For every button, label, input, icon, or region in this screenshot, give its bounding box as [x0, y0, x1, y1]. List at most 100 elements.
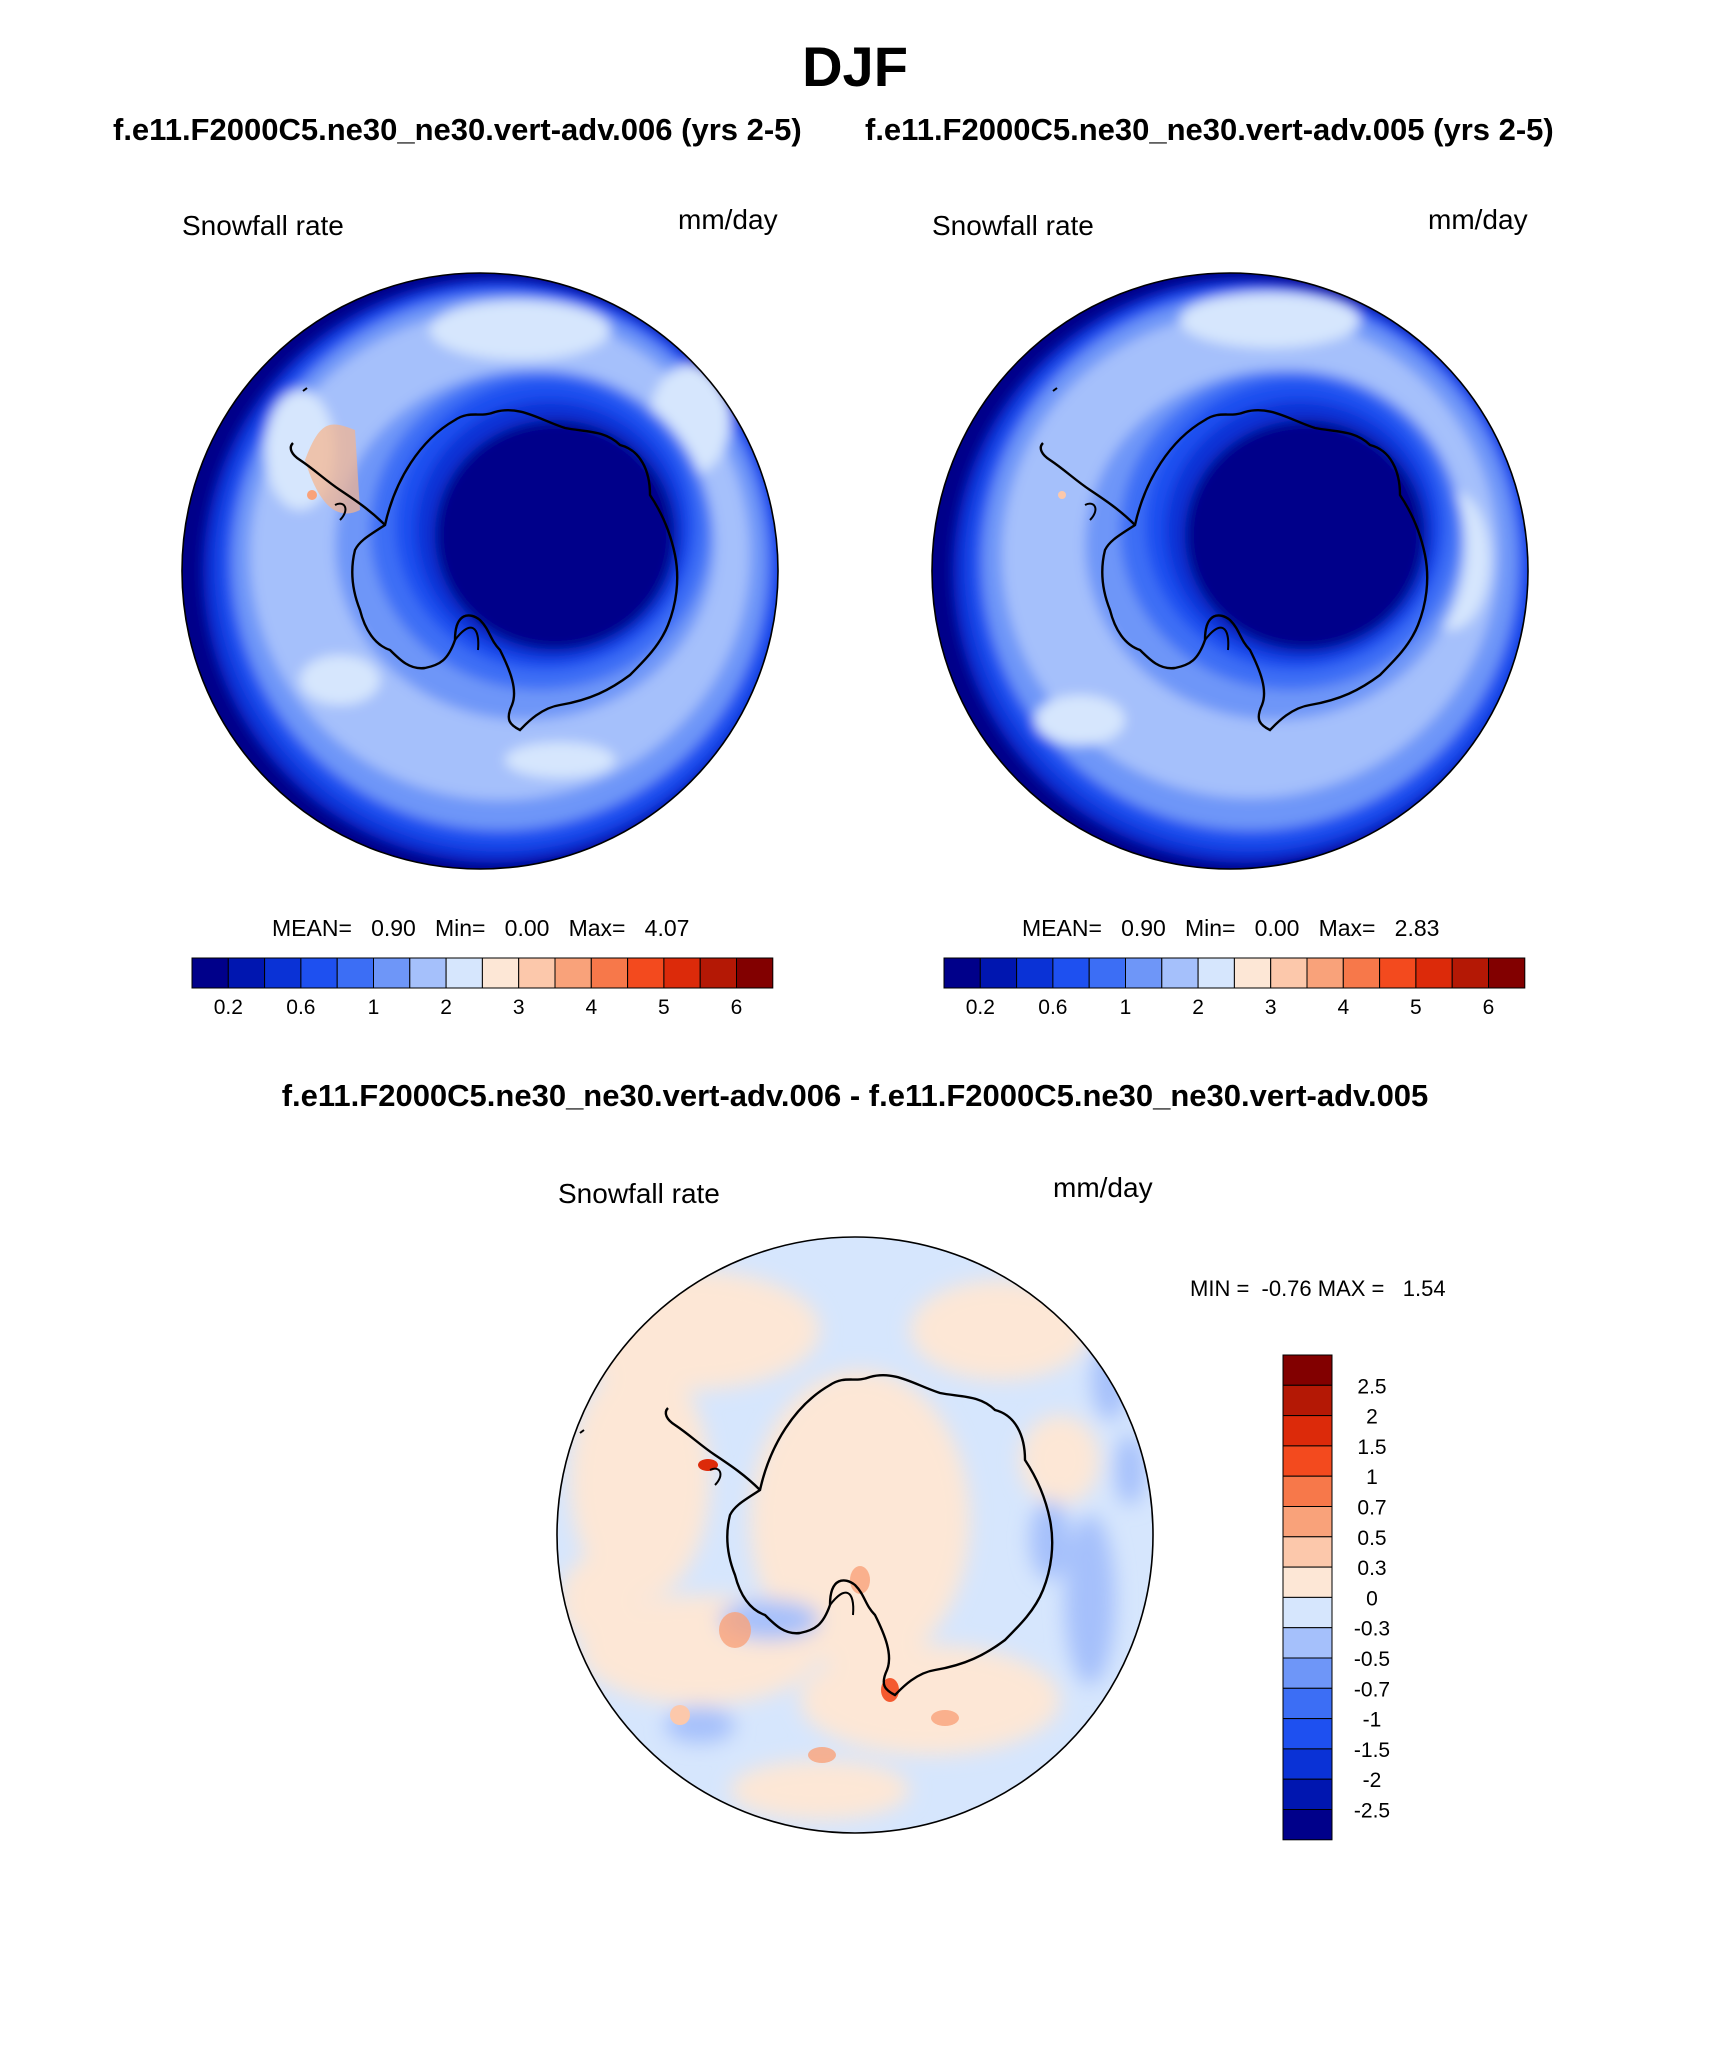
left-panel-units-label: mm/day — [678, 204, 778, 235]
diff-colorbar-tick-label: 0.5 — [1357, 1527, 1386, 1550]
right-colorbar-box — [1488, 957, 1526, 989]
right-max-label: Max= — [1318, 915, 1376, 941]
left-min-value: 0.00 — [504, 915, 550, 941]
diff-colorbar-box — [1282, 1718, 1333, 1750]
diff-colorbar-tick-label: -0.7 — [1354, 1678, 1390, 1701]
right-colorbar-box — [1052, 957, 1090, 989]
diff-colorbar-box — [1282, 1384, 1333, 1417]
diff-colorbar-box — [1282, 1566, 1333, 1598]
diff-minmax-text: MIN = -0.76 MAX = 1.54 — [1190, 1276, 1446, 1301]
diff-colorbar-tick-label: -2.5 — [1354, 1800, 1390, 1823]
right-colorbar-box — [943, 957, 981, 989]
diff-colorbar-box — [1282, 1596, 1333, 1629]
diff-colorbar-tick-label: 0.7 — [1357, 1497, 1386, 1520]
diff-colorbar-box — [1282, 1354, 1333, 1386]
left-colorbar-box — [445, 957, 483, 989]
left-colorbar-tick-label: 0.2 — [214, 996, 243, 1019]
right-colorbar-box — [1088, 957, 1126, 989]
left-colorbar-box — [227, 957, 266, 989]
right-colorbar-box — [979, 957, 1018, 989]
left-case-subtitle: f.e11.F2000C5.ne30_ne30.vert-adv.006 (yr… — [113, 112, 802, 147]
diff-colorbar-box — [1282, 1687, 1333, 1720]
left-colorbar-box — [518, 957, 556, 989]
left-max-label: Max= — [568, 915, 626, 941]
right-colorbar-box — [1415, 957, 1453, 989]
left-max-value: 4.07 — [644, 915, 690, 941]
diff-colorbar-box — [1282, 1778, 1333, 1810]
left-panel-variable-label: Snowfall rate — [182, 210, 344, 241]
diff-colorbar-tick-label: 0 — [1366, 1587, 1378, 1610]
difference-colorbar: 2.5 2 1.5 1 0.7 0.5 0.3 0 -0.3 -0.5 -0.7 -1 -1.5 -2 -2… — [1282, 1354, 1390, 1841]
diff-colorbar-box — [1282, 1475, 1333, 1507]
right-antarctica-coastline — [1101, 409, 1429, 732]
left-colorbar-box — [481, 957, 520, 989]
right-colorbar-box — [1379, 957, 1417, 989]
right-case-subtitle: f.e11.F2000C5.ne30_ne30.vert-adv.005 (yr… — [865, 112, 1554, 147]
right-colorbar-tick-label: 4 — [1337, 996, 1349, 1019]
left-colorbar-box — [663, 957, 701, 989]
diff-colorbar-tick-label: 1 — [1366, 1466, 1378, 1489]
difference-polar-map — [556, 1236, 1154, 1834]
left-colorbar-box — [264, 957, 302, 989]
right-min-label: Min= — [1185, 915, 1236, 941]
left-colorbar-tick-label: 0.6 — [286, 996, 315, 1019]
diff-colorbar-tick-label: -0.3 — [1354, 1618, 1390, 1641]
season-title: DJF — [802, 35, 908, 98]
right-mean-label: MEAN= — [1022, 915, 1102, 941]
diff-panel-variable-label: Snowfall rate — [558, 1178, 720, 1209]
left-colorbar-tick-label: 5 — [658, 996, 670, 1019]
right-colorbar-tick-label: 0.2 — [966, 996, 995, 1019]
left-colorbar-box — [627, 957, 665, 989]
left-antarctica-coastline — [351, 409, 679, 732]
diff-colorbar-box — [1282, 1627, 1333, 1659]
left-colorbar-tick-label: 6 — [731, 996, 743, 1019]
left-panel-stats: MEAN= 0.90 Min= 0.00 Max= 4.07 — [272, 915, 689, 942]
left-colorbar-tick-label: 3 — [513, 996, 525, 1019]
diff-colorbar-tick-label: -1.5 — [1354, 1739, 1390, 1762]
right-colorbar-tick-label: 5 — [1410, 996, 1422, 1019]
diff-panel-units-label: mm/day — [1053, 1172, 1153, 1203]
diff-colorbar-tick-label: -2 — [1363, 1769, 1382, 1792]
left-colorbar-tick-label: 4 — [585, 996, 597, 1019]
left-colorbar-box — [300, 957, 338, 989]
left-colorbar-box — [699, 957, 738, 989]
right-min-value: 0.00 — [1254, 915, 1300, 941]
diff-colorbar-box — [1282, 1506, 1333, 1538]
right-colorbar-tick-label: 2 — [1192, 996, 1204, 1019]
right-panel-variable-label: Snowfall rate — [932, 210, 1094, 241]
difference-title: f.e11.F2000C5.ne30_ne30.vert-adv.006 - f… — [281, 1078, 1429, 1113]
left-colorbar-box — [191, 957, 229, 989]
right-colorbar-box — [1197, 957, 1235, 989]
left-min-label: Min= — [435, 915, 486, 941]
left-mean-value: 0.90 — [371, 915, 416, 941]
right-polar-map — [931, 272, 1529, 870]
right-colorbar-box — [1161, 957, 1199, 989]
right-colorbar-tick-label: 6 — [1483, 996, 1495, 1019]
diff-colorbar-box — [1282, 1536, 1333, 1568]
left-colorbar-box — [554, 957, 592, 989]
right-colorbar-box — [1125, 957, 1163, 989]
left-colorbar-box — [590, 957, 629, 989]
right-colorbar-tick-label: 0.6 — [1038, 996, 1067, 1019]
diff-colorbar-tick-label: 2.5 — [1357, 1375, 1386, 1398]
left-colorbar-tick-label: 1 — [368, 996, 380, 1019]
right-colorbar-box — [1451, 957, 1489, 989]
diff-colorbar-tick-label: -0.5 — [1354, 1648, 1390, 1671]
diff-colorbar-box — [1282, 1748, 1333, 1780]
diff-colorbar-box — [1282, 1809, 1333, 1841]
right-colorbar-tick-label: 1 — [1120, 996, 1132, 1019]
right-colorbar: 0.2 0.6 1 2 3 4 5 6 — [943, 957, 1526, 1019]
right-panel-stats: MEAN= 0.90 Min= 0.00 Max= 2.83 — [1022, 915, 1439, 942]
diff-colorbar-box — [1282, 1415, 1333, 1447]
diff-colorbar-box — [1282, 1445, 1333, 1477]
diff-antarctica-coastline — [726, 1374, 1054, 1697]
right-colorbar-box — [1342, 957, 1381, 989]
left-colorbar-tick-label: 2 — [440, 996, 452, 1019]
right-colorbar-box — [1270, 957, 1308, 989]
right-panel-units-label: mm/day — [1428, 204, 1528, 235]
diff-colorbar-tick-label: 2 — [1366, 1406, 1378, 1429]
diff-map-border — [556, 1236, 1154, 1834]
left-polar-map — [181, 272, 779, 870]
left-colorbar-box — [736, 957, 774, 989]
